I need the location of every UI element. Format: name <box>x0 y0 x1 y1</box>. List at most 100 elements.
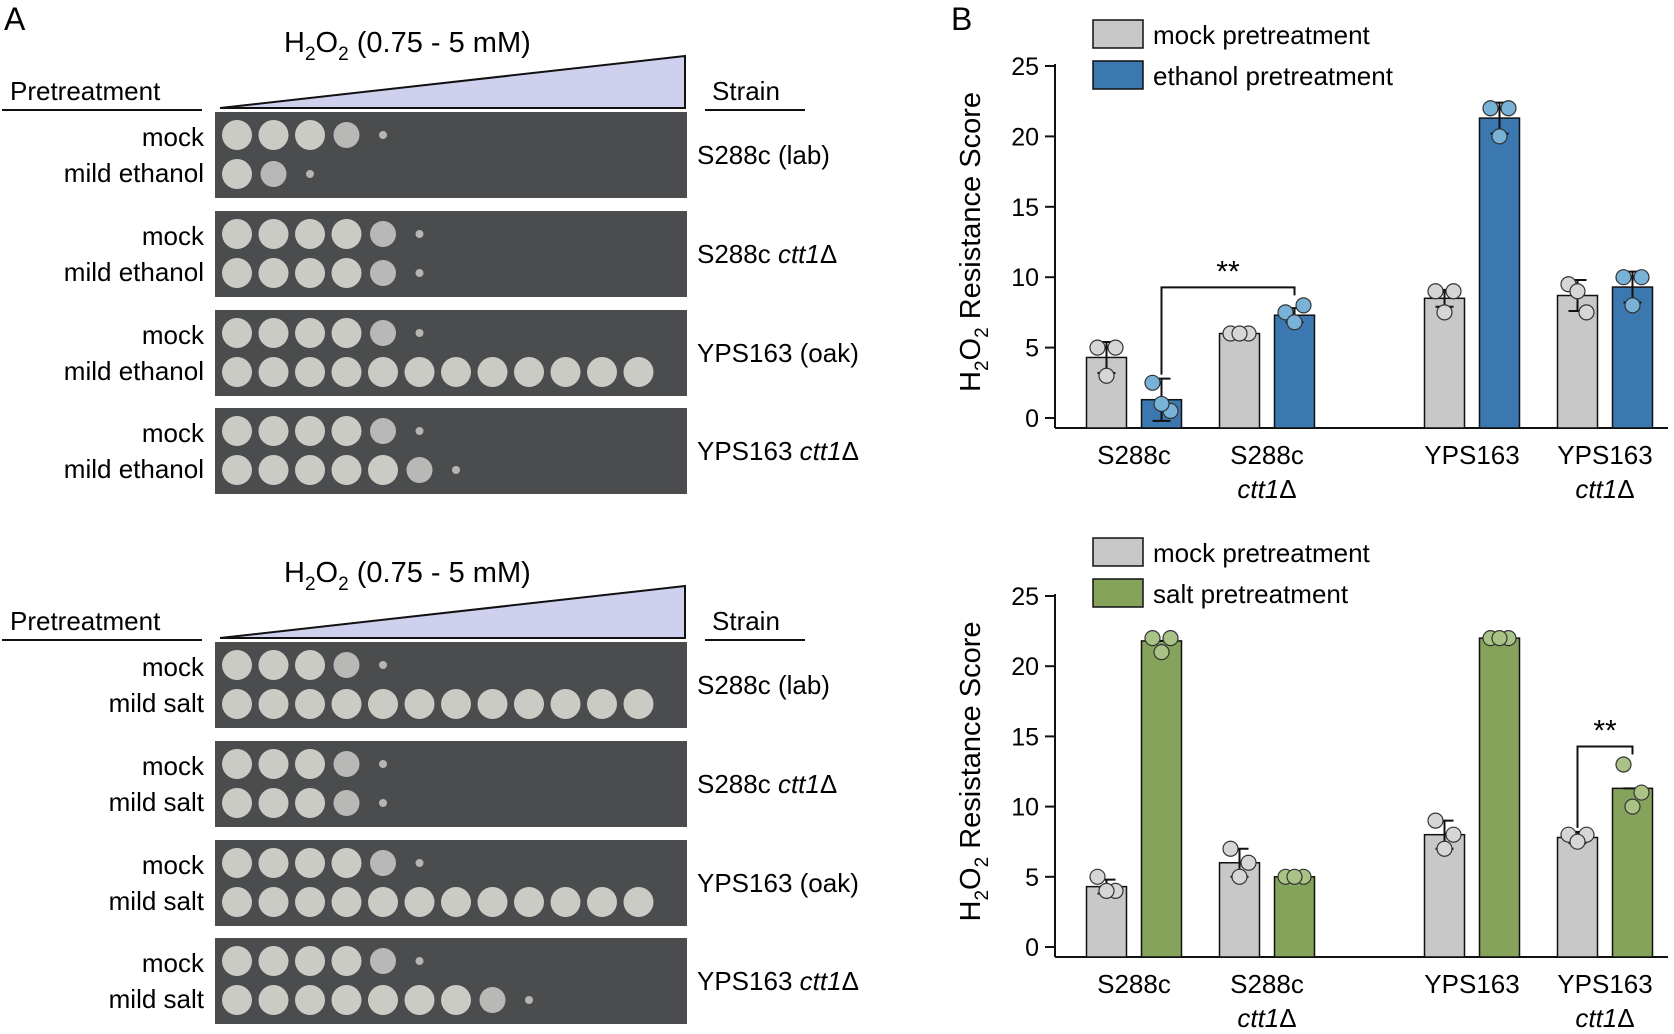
title-rest: (0.75 - 5 mM) <box>349 27 531 59</box>
colony-spot <box>550 887 581 917</box>
y-tick-label: 0 <box>1025 405 1039 433</box>
strain-label: S288c ctt1Δ <box>697 769 837 799</box>
colony-spot <box>258 848 289 878</box>
colony-spot <box>222 455 252 485</box>
colony-spot <box>479 987 506 1013</box>
data-point <box>1098 367 1115 384</box>
data-point <box>1153 395 1170 413</box>
colony-spot <box>258 120 289 150</box>
data-point <box>1578 304 1595 321</box>
gene-name: ctt1 <box>1575 474 1617 504</box>
colony-spot <box>331 318 362 348</box>
y-tick-label: 5 <box>1025 335 1039 363</box>
colony-spot <box>368 985 398 1015</box>
data-point <box>1436 840 1453 857</box>
y-tick-label: 25 <box>1011 53 1039 81</box>
colony-spot <box>295 357 325 387</box>
strain-label: S288c (lab) <box>697 140 830 170</box>
pretreatment-row-label: mild ethanol <box>64 158 204 188</box>
data-point <box>1427 283 1444 300</box>
data-point <box>1240 854 1257 871</box>
y-tick-label: 0 <box>1025 934 1039 962</box>
y-tick-label: 25 <box>1011 583 1039 611</box>
data-point <box>1569 833 1586 850</box>
colony-spot <box>415 427 424 435</box>
strain-name: YPS163 <box>697 966 800 996</box>
colony-spot <box>258 650 289 680</box>
ylabel-o: O <box>955 338 987 361</box>
h2o2-range-title: H2O2 (0.75 - 5 mM) <box>284 27 531 65</box>
data-point <box>1445 826 1462 843</box>
colony-spot <box>623 357 654 387</box>
colony-spot <box>477 357 508 387</box>
ylabel-sub: 2 <box>972 360 993 371</box>
legend-label: mock pretreatment <box>1153 20 1371 50</box>
colony-spot <box>222 318 252 348</box>
colony-spot <box>258 946 289 976</box>
colony-spot <box>441 689 471 719</box>
strain-gene: ctt1 <box>778 769 820 799</box>
bar <box>1478 117 1521 429</box>
bar <box>1218 332 1261 429</box>
colony-spot <box>404 689 435 719</box>
colony-spot <box>331 258 362 288</box>
ylabel-h: H <box>955 901 987 922</box>
colony-spot <box>222 650 252 680</box>
data-point <box>1144 374 1161 391</box>
colony-spot <box>222 985 252 1015</box>
colony-spot <box>222 848 252 878</box>
colony-spot <box>331 689 362 719</box>
legend-swatch <box>1092 19 1144 49</box>
colony-spot <box>333 751 360 777</box>
colony-spot <box>295 416 325 446</box>
strain-gene: ctt1 <box>778 239 820 269</box>
agar-plate <box>215 741 687 827</box>
x-tick-label-gene: ctt1Δ <box>1237 474 1296 504</box>
colony-spot <box>370 260 396 286</box>
strain-delta: Δ <box>820 769 837 799</box>
x-tick-label: S288c <box>1097 969 1171 999</box>
ylabel-rest: Resistance Score <box>955 622 987 857</box>
colony-spot <box>587 689 617 719</box>
data-point <box>1427 812 1444 829</box>
pretreatment-row-label: mock <box>142 320 205 350</box>
colony-spot <box>222 788 252 818</box>
strain-delta: Δ <box>842 966 859 996</box>
data-point <box>1615 269 1632 286</box>
data-point <box>1445 283 1462 300</box>
y-tick-label: 20 <box>1011 653 1039 681</box>
colony-spot <box>331 848 362 878</box>
concentration-wedge <box>219 584 686 639</box>
strain-name: S288c (lab) <box>697 140 830 170</box>
colony-spot <box>222 887 252 917</box>
pretreatment-row-label: mild salt <box>109 984 205 1014</box>
strain-delta: Δ <box>820 239 837 269</box>
data-point <box>1231 868 1248 885</box>
colony-spot <box>331 985 362 1015</box>
colony-spot <box>258 689 289 719</box>
legend-label: mock pretreatment <box>1153 538 1371 568</box>
strain-label: YPS163 (oak) <box>697 868 859 898</box>
title-h: H <box>284 557 305 589</box>
colony-spot <box>415 859 424 867</box>
colony-spot <box>295 650 325 680</box>
colony-spot <box>370 948 396 974</box>
pretreatment-header: Pretreatment <box>10 76 161 106</box>
pretreatment-row-label: mild salt <box>109 886 205 916</box>
colony-spot <box>587 887 617 917</box>
strain-header: Strain <box>712 606 780 636</box>
x-tick-label: YPS163 <box>1424 969 1519 999</box>
gene-name: ctt1 <box>1237 474 1279 504</box>
data-point <box>1286 314 1303 331</box>
significance-bracket <box>1576 745 1634 828</box>
colony-spot <box>379 131 387 139</box>
title-sub: 2 <box>338 574 349 595</box>
strain-gene: ctt1 <box>800 966 842 996</box>
colony-spot <box>222 258 252 288</box>
colony-spot <box>514 357 544 387</box>
colony-spot <box>258 357 289 387</box>
colony-spot <box>331 946 362 976</box>
significance-label: ** <box>1593 714 1617 747</box>
agar-plate <box>215 112 687 198</box>
colony-spot <box>333 122 360 148</box>
